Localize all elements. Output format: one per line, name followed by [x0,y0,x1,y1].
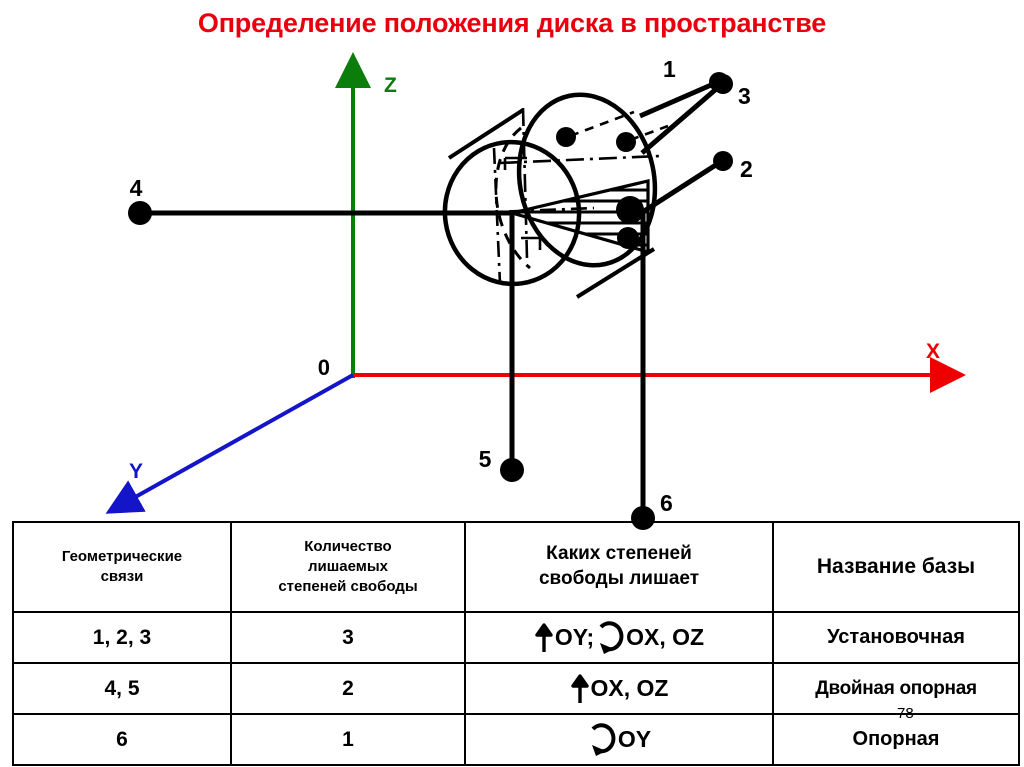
header-basename-line1: Название базы [816,555,976,579]
cell-count: 1 [230,713,466,766]
link-5-label: 5 [479,446,492,472]
cell-links: 6 [12,713,232,766]
link-2: 2 [636,151,753,218]
header-dof-line2: свободы лишает [538,568,700,589]
y-axis: Y [105,373,354,514]
cell-basename: Установочная [772,611,1020,664]
cell-dof: OY [464,713,774,766]
contact-dots [556,127,644,249]
rotation-arrow-icon [595,620,625,655]
hidden-edge [494,126,531,270]
header-dof-line1: Каких степеней [546,543,692,565]
header-cell-basename: Название базы [772,521,1020,613]
link-5: 5 [479,213,524,482]
cell-dof: OY; OX, OZ [464,611,774,664]
header-count-line3: степеней свободы [278,578,418,596]
link-6-label: 6 [660,490,673,516]
disk-body [442,92,669,299]
link-4: 4 [128,175,512,225]
page-number: 78 [897,705,914,722]
link-4-label: 4 [130,175,143,201]
cell-count: 3 [230,611,466,664]
cell-basename: Опорная [772,713,1020,766]
cell-basename: Двойная опорная [772,662,1020,715]
x-axis-label: X [926,340,940,363]
cell-dof: OX, OZ [464,662,774,715]
disk-far-face [516,92,658,268]
link-3: 3 [640,74,751,155]
page-title: Определение положения диска в пространст… [197,8,827,38]
cell-dof-rotation: OY [617,726,652,752]
centerlines [499,107,661,259]
coordinate-diagram: Z X Y 0 [105,52,966,530]
table-header-row: Геометрические связи Количество лишаемых… [12,521,1020,613]
disk-near-face [442,139,582,287]
y-axis-label: Y [129,460,143,483]
z-axis-label: Z [384,74,397,97]
cell-links: 4, 5 [12,662,232,715]
header-links-line1: Геометрические [61,547,183,565]
header-links-line2: связи [100,568,144,585]
header-count-line1: Количество [304,537,392,555]
rotation-arrow-icon [587,722,617,757]
cell-dof-translation: OX, OZ [590,675,669,701]
link-1-label: 1 [663,56,676,82]
translation-arrow-icon [534,622,554,653]
z-axis: Z [335,52,397,378]
table-row: 1, 2, 3 3 OY; OX, OZ Установочная [12,611,1020,664]
link-2-label: 2 [740,156,753,182]
cell-dof-translation: OY; [554,624,595,650]
header-cell-links: Геометрические связи [12,521,232,613]
translation-arrow-icon [570,673,590,704]
bases-table: Геометрические связи Количество лишаемых… [12,521,1020,766]
header-cell-dof: Каких степеней свободы лишает [464,521,774,613]
link-6: 6 [631,212,673,530]
cell-links: 1, 2, 3 [12,611,232,664]
header-count-line2: лишаемых [308,557,388,575]
link-3-label: 3 [738,83,751,109]
cell-count: 2 [230,662,466,715]
table-row: 6 1 OY Опорная [12,713,1020,766]
x-axis: X [353,340,966,393]
header-cell-count: Количество лишаемых степеней свободы [230,521,466,613]
table-row: 4, 5 2 OX, OZ Двойная опорная [12,662,1020,715]
origin-label: 0 [318,355,330,380]
cell-dof-rotation: OX, OZ [626,624,705,650]
